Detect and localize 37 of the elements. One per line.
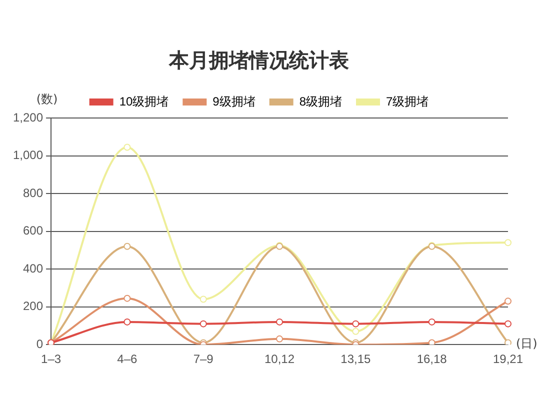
y-axis-title: (数) <box>36 92 58 106</box>
point <box>352 328 360 335</box>
chart-title: 本月拥堵情况统计表 <box>168 48 349 72</box>
y-tick-label: 800 <box>23 186 44 200</box>
x-tick-label: 10,12 <box>264 352 295 366</box>
point <box>352 320 360 328</box>
point <box>276 318 284 326</box>
x-tick-label: 7–9 <box>193 352 214 366</box>
point <box>124 242 131 250</box>
point <box>124 294 131 302</box>
legend-label: 8级拥堵 <box>299 94 342 108</box>
point <box>200 320 207 328</box>
legend-label: 10级拥堵 <box>119 94 169 108</box>
point <box>504 239 512 246</box>
x-tick-label: 19,21 <box>492 352 524 366</box>
y-tick-label: 400 <box>23 261 44 276</box>
x-tick-label: 1–3 <box>41 352 62 366</box>
x-axis-title: (日) <box>516 336 538 351</box>
point <box>428 339 436 345</box>
point <box>504 339 512 345</box>
legend-label: 9级拥堵 <box>212 94 256 108</box>
point <box>428 318 436 326</box>
y-tick-label: 600 <box>23 224 44 238</box>
point <box>504 298 512 305</box>
y-tick-label: 200 <box>23 299 44 314</box>
point <box>276 335 284 342</box>
y-tick-label: 0 <box>36 336 44 351</box>
x-tick-label: 13,15 <box>340 352 372 366</box>
y-tick-label: 1,200 <box>13 110 44 124</box>
point <box>200 296 207 303</box>
legend-label: 7级拥堵 <box>386 94 429 108</box>
x-tick-label: 4–6 <box>117 352 138 366</box>
point <box>124 318 131 326</box>
x-tick-label: 16,18 <box>416 352 448 366</box>
point <box>504 320 512 328</box>
point <box>124 144 131 151</box>
y-tick-label: 1,000 <box>13 148 44 162</box>
